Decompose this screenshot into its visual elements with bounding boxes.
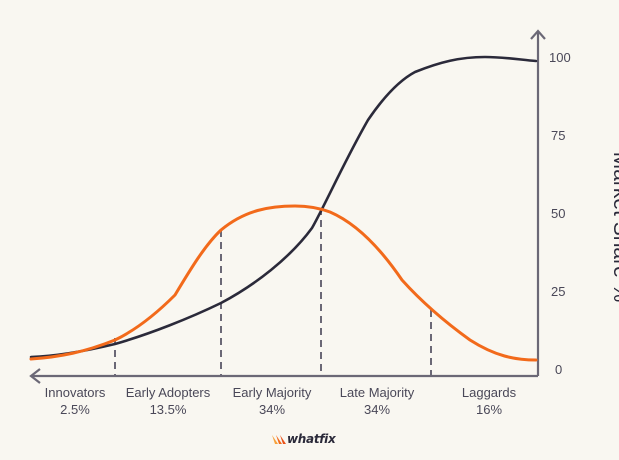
category-percent: 13.5% (149, 402, 187, 417)
category-name: Early Majority (232, 385, 312, 400)
brand-name: whatfix (287, 432, 336, 446)
category-laggards: Laggards 16% (429, 384, 549, 418)
category-percent: 2.5% (60, 402, 90, 417)
category-name: Laggards (461, 385, 517, 400)
y-axis-label: Market Share % (609, 151, 619, 303)
category-innovators: Innovators 2.5% (15, 384, 135, 418)
cumulative-share-curve (29, 55, 538, 359)
category-late-majority: Late Majority 34% (317, 384, 437, 418)
category-name: Innovators (44, 385, 106, 400)
whatfix-mark-icon (272, 435, 286, 444)
category-name: Late Majority (339, 385, 415, 400)
category-name: Early Adopters (125, 385, 211, 400)
y-tick-75: 75 (551, 128, 566, 143)
y-axis-arrow-icon (530, 29, 546, 40)
segment-dividers (114, 208, 432, 376)
y-tick-25: 25 (551, 284, 566, 299)
category-percent: 16% (475, 402, 503, 417)
x-axis-arrow-icon (29, 368, 41, 384)
category-percent: 34% (258, 402, 286, 417)
y-tick-0: 0 (555, 362, 563, 377)
y-tick-100: 100 (549, 50, 571, 65)
category-early-adopters: Early Adopters 13.5% (108, 384, 228, 418)
category-percent: 34% (363, 402, 391, 417)
category-early-majority: Early Majority 34% (212, 384, 332, 418)
whatfix-logo: whatfix (271, 432, 336, 446)
y-tick-50: 50 (551, 206, 566, 221)
axes (29, 29, 546, 384)
adoption-bell-curve (29, 204, 538, 362)
